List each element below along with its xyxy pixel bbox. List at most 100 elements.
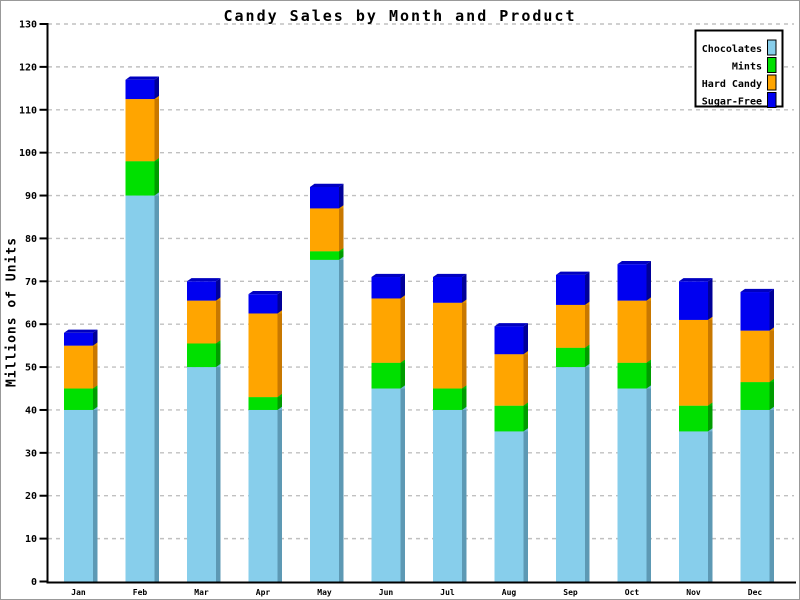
bar-segment-oct-chocolates bbox=[617, 388, 647, 582]
bar-side-jan-3 bbox=[93, 329, 98, 346]
bar-segment-jul-chocolates bbox=[433, 409, 462, 582]
bar-top-dec-3 bbox=[740, 288, 774, 293]
x-label-may: May bbox=[317, 588, 332, 597]
x-label-oct: Oct bbox=[625, 588, 640, 597]
bar-side-mar-2 bbox=[216, 297, 221, 344]
bar-segment-apr-hard-candy bbox=[248, 313, 278, 398]
bar-segment-mar-hard-candy bbox=[187, 300, 216, 344]
bar-side-feb-0 bbox=[154, 192, 159, 582]
bar-side-mar-3 bbox=[216, 278, 221, 301]
bar-top-mar-3 bbox=[187, 278, 221, 282]
bar-side-apr-2 bbox=[277, 310, 282, 398]
legend-swatch-mints bbox=[767, 57, 777, 73]
bar-side-dec-3 bbox=[769, 288, 774, 331]
bar-segment-apr-chocolates bbox=[248, 409, 278, 582]
x-label-jan: Jan bbox=[71, 588, 86, 597]
bar-top-feb-3 bbox=[125, 76, 159, 80]
bar-segment-feb-sugar-free bbox=[125, 79, 155, 100]
bar-segment-oct-sugar-free bbox=[617, 264, 647, 301]
bar-segment-jan-sugar-free bbox=[64, 332, 93, 346]
x-label-jul: Jul bbox=[440, 588, 455, 597]
x-label-dec: Dec bbox=[748, 588, 763, 597]
bar-top-aug-3 bbox=[494, 323, 528, 327]
bar-segment-dec-chocolates bbox=[740, 409, 770, 582]
y-tick-label-0: 0 bbox=[31, 577, 37, 588]
bar-segment-oct-mints bbox=[617, 362, 647, 389]
x-label-sep: Sep bbox=[563, 588, 578, 597]
bar-side-mar-1 bbox=[216, 340, 221, 368]
bar-segment-jan-chocolates bbox=[64, 409, 93, 582]
bar-segment-nov-sugar-free bbox=[679, 281, 708, 320]
bar-segment-mar-mints bbox=[187, 343, 216, 368]
legend-label-sugar-free: Sugar-Free bbox=[702, 97, 762, 108]
bar-segment-nov-hard-candy bbox=[679, 319, 708, 406]
bar-segment-dec-hard-candy bbox=[740, 330, 770, 383]
bar-side-dec-1 bbox=[769, 378, 774, 410]
bar-segment-jul-sugar-free bbox=[433, 277, 462, 303]
bar-side-jan-2 bbox=[93, 342, 98, 389]
bar-side-sep-2 bbox=[585, 301, 590, 348]
bar-segment-sep-hard-candy bbox=[556, 304, 585, 348]
bar-side-apr-0 bbox=[277, 406, 282, 582]
x-label-mar: Mar bbox=[194, 588, 209, 597]
bar-side-apr-1 bbox=[277, 393, 282, 410]
bar-segment-may-hard-candy bbox=[310, 208, 339, 252]
bar-side-jul-3 bbox=[462, 273, 467, 303]
y-tick-label-100: 100 bbox=[19, 148, 37, 159]
bar-side-may-3 bbox=[339, 183, 344, 209]
x-label-aug: Aug bbox=[502, 588, 517, 597]
bar-segment-aug-hard-candy bbox=[494, 354, 524, 406]
bar-segment-jul-hard-candy bbox=[433, 302, 462, 389]
x-label-nov: Nov bbox=[686, 588, 701, 597]
bar-segment-feb-hard-candy bbox=[125, 99, 155, 162]
bar-side-aug-0 bbox=[523, 428, 528, 582]
legend-swatch-chocolates bbox=[767, 39, 777, 56]
bar-segment-mar-sugar-free bbox=[187, 281, 216, 301]
bar-side-sep-1 bbox=[585, 344, 590, 368]
y-tick-label-70: 70 bbox=[25, 277, 37, 288]
bar-top-oct-3 bbox=[617, 260, 651, 265]
bar-side-jan-0 bbox=[93, 406, 98, 582]
bar-segment-jul-mints bbox=[433, 388, 462, 410]
bar-segment-jun-sugar-free bbox=[371, 277, 401, 299]
bar-segment-mar-chocolates bbox=[187, 367, 216, 582]
y-tick-label-90: 90 bbox=[25, 191, 37, 202]
bar-segment-feb-chocolates bbox=[125, 195, 155, 582]
bar-side-feb-1 bbox=[154, 158, 159, 196]
bar-side-nov-3 bbox=[708, 278, 713, 320]
bar-side-mar-0 bbox=[216, 363, 221, 582]
bar-top-jan-3 bbox=[64, 329, 98, 333]
bar-segment-may-mints bbox=[310, 251, 339, 260]
legend-label-mints: Mints bbox=[732, 61, 762, 73]
bar-side-aug-3 bbox=[523, 323, 528, 355]
y-tick-label-10: 10 bbox=[25, 534, 37, 545]
bar-side-apr-3 bbox=[277, 290, 282, 314]
bar-side-oct-0 bbox=[646, 385, 651, 582]
y-tick-label-40: 40 bbox=[25, 405, 37, 416]
bar-segment-may-chocolates bbox=[310, 259, 339, 582]
bar-segment-dec-mints bbox=[740, 382, 770, 410]
bar-top-apr-3 bbox=[248, 290, 282, 295]
bar-segment-aug-mints bbox=[494, 405, 524, 432]
bar-top-may-3 bbox=[310, 183, 344, 187]
y-tick-label-50: 50 bbox=[25, 363, 37, 374]
bar-top-jun-3 bbox=[371, 273, 405, 278]
bar-side-jul-0 bbox=[462, 406, 467, 582]
bar-side-jun-2 bbox=[400, 295, 405, 363]
bar-side-feb-2 bbox=[154, 95, 159, 162]
bar-segment-sep-chocolates bbox=[556, 367, 585, 582]
bar-side-oct-3 bbox=[646, 260, 651, 301]
legend-swatch-sugar-free bbox=[767, 92, 777, 108]
bar-side-nov-0 bbox=[708, 428, 713, 582]
bar-segment-aug-chocolates bbox=[494, 431, 524, 582]
bar-segment-apr-mints bbox=[248, 397, 278, 410]
y-axis-title-text: Millions of Units bbox=[4, 236, 20, 388]
bar-segment-dec-sugar-free bbox=[740, 292, 770, 331]
bar-segment-oct-hard-candy bbox=[617, 300, 647, 363]
bar-segment-jun-hard-candy bbox=[371, 298, 401, 363]
bar-segment-feb-mints bbox=[125, 161, 155, 196]
bar-side-nov-2 bbox=[708, 316, 713, 406]
bar-side-jun-1 bbox=[400, 359, 405, 389]
legend-swatch-hard-candy bbox=[767, 74, 777, 91]
